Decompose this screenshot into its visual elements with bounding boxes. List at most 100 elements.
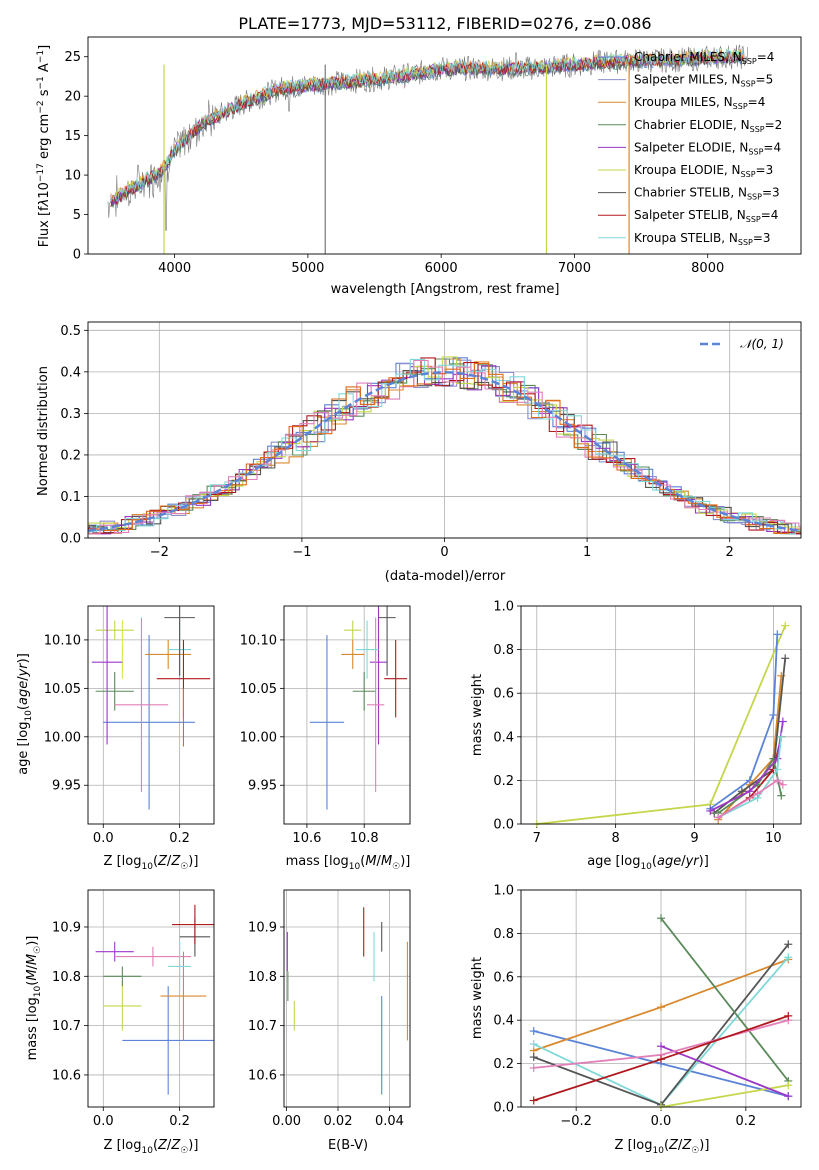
- weight-lines: [529, 914, 793, 1110]
- legend-subscript: SSP: [738, 238, 753, 247]
- y-tick-label: 0.3: [60, 407, 81, 422]
- x-tick-label: 5000: [291, 261, 324, 276]
- x-tick-label: 0.0: [651, 1114, 672, 1129]
- series-line: [660, 1084, 789, 1108]
- spectrum-title: PLATE=1773, MJD=53112, FIBERID=0276, z=0…: [238, 14, 651, 33]
- axes-frame: [283, 889, 411, 1108]
- axes-frame: [520, 889, 802, 1108]
- x-tick-label: 1: [583, 545, 591, 560]
- age-vs-mass-panel: 10.6 10.8 9.95 10.00 10.05 10.10: [240, 605, 411, 846]
- x-tick-label: 0.2: [169, 831, 190, 846]
- y-tick-label: 10.00: [44, 730, 81, 745]
- x-tick-label: 7000: [558, 261, 591, 276]
- x-tick-label: 0.2: [169, 1114, 190, 1129]
- y-tick-label: 0.8: [493, 927, 514, 942]
- y-tick-label: 1.0: [493, 884, 514, 899]
- age-vs-Z-panel: 0.0 0.2 9.95 10.00 10.05 10.10: [44, 605, 215, 846]
- legend-label: Salpeter MILES, NSSP=5: [634, 73, 773, 89]
- series-line: [717, 736, 783, 819]
- x-tick-label: 10.8: [350, 831, 379, 846]
- error-bars: [309, 606, 408, 810]
- error-bars: [95, 904, 214, 1095]
- x-tick-label: 7: [533, 831, 541, 846]
- legend-subscript: SSP: [742, 57, 757, 66]
- normal-legend-label: 𝒩(0, 1): [740, 337, 784, 351]
- y-tick-label: 0.0: [493, 1101, 514, 1116]
- legend-count: =2: [765, 118, 783, 132]
- histogram-step: [88, 359, 801, 535]
- x-tick-label: 6000: [425, 261, 458, 276]
- x-tick-label: 8000: [691, 261, 724, 276]
- spectrum-panel: 4000 5000 6000 7000 8000 0 5 10 15 20 25: [64, 36, 802, 276]
- y-tick-label: 5: [73, 208, 81, 223]
- y-tick-label: 10.05: [44, 682, 81, 697]
- mass-vs-EBV-panel: 0.00 0.02 0.04 10.6 10.7 10.8 10.9: [248, 889, 411, 1129]
- legend-label: Chabrier STELIB, NSSP=3: [634, 186, 780, 202]
- y-tick-label: 20: [64, 90, 81, 105]
- x-tick-label: −0.2: [560, 1114, 592, 1129]
- mwZ-xlabel: Z [log10(Z/Z☉)]: [615, 1138, 710, 1156]
- legend-subscript: SSP: [747, 193, 762, 202]
- y-tick-label: 10.00: [240, 730, 277, 745]
- y-tick-label: 0.2: [60, 448, 81, 463]
- spectrum-legend: Chabrier MILES, NSSP=4 Salpeter MILES, NS…: [598, 50, 782, 247]
- legend-count: =3: [753, 231, 771, 245]
- residuals-panel: −2 −1 0 1 2 0.0 0.1 0.2 0.3 0.4 0.5: [60, 321, 802, 560]
- y-tick-label: 0.4: [493, 730, 514, 745]
- legend-subscript: SSP: [746, 215, 761, 224]
- series-line: [660, 1045, 789, 1098]
- weight-lines: [532, 621, 790, 827]
- residuals-ylabel: Normed distribution: [36, 366, 51, 496]
- legend-label: Salpeter ELODIE, NSSP=4: [634, 140, 781, 156]
- y-tick-label: 0.8: [493, 643, 514, 658]
- y-tick-label: 10.10: [44, 633, 81, 648]
- y-tick-label: 9.95: [52, 779, 81, 794]
- x-tick-label: 0: [440, 545, 448, 560]
- x-tick-label: 0.0: [93, 1114, 114, 1129]
- x-tick-label: 2: [726, 545, 734, 560]
- axes-frame: [520, 605, 802, 825]
- legend-count: =5: [756, 73, 774, 87]
- legend-count: =4: [748, 95, 766, 109]
- y-tick-label: 9.95: [248, 779, 277, 794]
- mass-vs-Z-panel: 0.0 0.2 10.6 10.7 10.8 10.9: [52, 889, 215, 1129]
- x-tick-label: 0.02: [324, 1114, 353, 1129]
- error-bars: [91, 606, 211, 810]
- mwAge-xlabel: age [log10(age/yr)]: [587, 854, 709, 872]
- legend-count: =3: [756, 163, 774, 177]
- series-line: [717, 779, 784, 819]
- ageM-xlabel: mass [log10(M/M☉)]: [286, 854, 411, 872]
- axes-frame: [87, 605, 215, 825]
- residuals-xlabel: (data-model)/error: [385, 569, 506, 584]
- y-tick-label: 0.2: [493, 774, 514, 789]
- y-tick-label: 0: [73, 248, 81, 263]
- y-tick-label: 0.4: [60, 365, 81, 380]
- x-tick-label: 10: [765, 831, 782, 846]
- legend-label: Chabrier MILES, NSSP=4: [634, 50, 774, 66]
- axes-frame: [283, 605, 411, 825]
- legend-subscript: SSP: [748, 147, 763, 156]
- normal-curve: [88, 371, 801, 532]
- x-tick-label: 9: [690, 831, 698, 846]
- y-tick-label: 10.9: [248, 920, 277, 935]
- legend-label: Kroupa ELODIE, NSSP=3: [634, 163, 773, 179]
- axes-frame: [87, 321, 802, 539]
- legend-subscript: SSP: [741, 170, 756, 179]
- massweight-vs-Z-panel: −0.2 0.0 0.2 0.0 0.2 0.4 0.6 0.8 1.0: [493, 884, 802, 1129]
- x-tick-label: 0.04: [375, 1114, 404, 1129]
- y-tick-label: 10.7: [52, 1019, 81, 1034]
- error-bars: [286, 907, 408, 1095]
- legend-subscript: SSP: [733, 102, 748, 111]
- massweight-vs-age-panel: 7 8 9 10 0.0 0.2 0.4 0.6 0.8 1.0: [493, 600, 802, 846]
- y-tick-label: 10.05: [240, 682, 277, 697]
- x-tick-label: 0.00: [272, 1114, 301, 1129]
- massE-xlabel: E(B-V): [328, 1138, 368, 1153]
- legend-count: =4: [757, 50, 775, 64]
- y-tick-label: 0.4: [493, 1014, 514, 1029]
- legend-count: =4: [763, 140, 781, 154]
- y-tick-label: 10.7: [248, 1019, 277, 1034]
- legend-count: =3: [762, 186, 780, 200]
- y-tick-label: 10.9: [52, 920, 81, 935]
- spectrum-lines: [107, 44, 748, 254]
- series-line: [660, 917, 790, 1082]
